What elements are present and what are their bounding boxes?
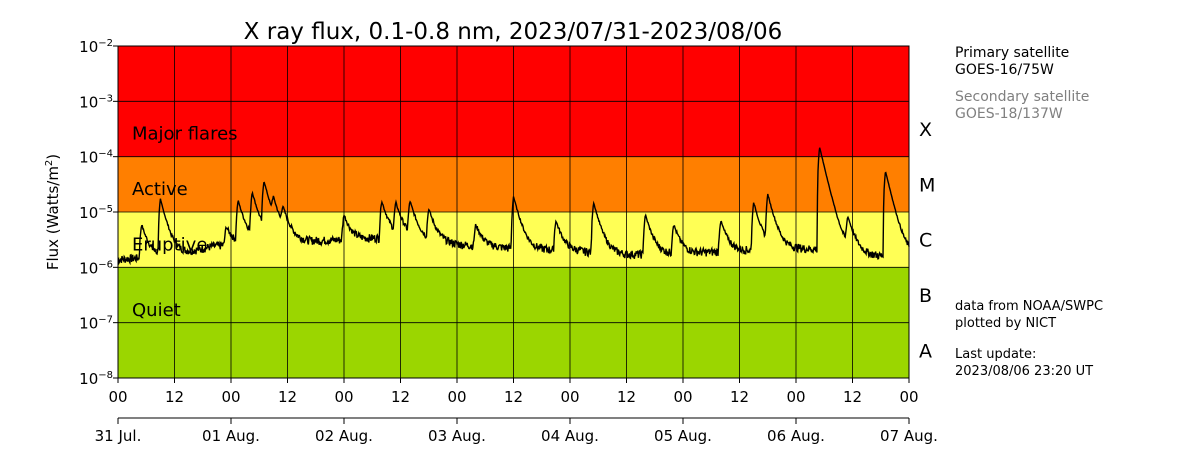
- secondary-satellite-label: Secondary satellite: [955, 89, 1090, 105]
- band-label-major-flares: Major flares: [132, 124, 238, 145]
- day-tick-label: 04 Aug.: [541, 427, 599, 445]
- axes: 10−8 10−7 10−6 10−5 10−4 10−3 10−2 00 12 00 12 00 12…: [79, 38, 938, 445]
- primary-satellite-value: GOES-16/75W: [955, 62, 1054, 78]
- day-tick-label: 03 Aug.: [428, 427, 486, 445]
- hour-tick-label: 00: [899, 388, 918, 406]
- chart-title: X ray flux, 0.1-0.8 nm, 2023/07/31-2023/…: [244, 19, 783, 45]
- plotted-by-line: plotted by NICT: [955, 316, 1057, 331]
- y-tick-label: 10−8: [79, 370, 113, 388]
- secondary-satellite-info: Secondary satellite GOES-18/137W: [955, 89, 1089, 123]
- hour-tick-label: 12: [617, 388, 636, 406]
- data-source-info: data from NOAA/SWPC plotted by NICT: [955, 298, 1103, 332]
- y-tick-label: 10−5: [79, 204, 113, 222]
- hour-tick-label: 00: [447, 388, 466, 406]
- hour-tick-label: 00: [108, 388, 127, 406]
- day-tick-label: 07 Aug.: [880, 427, 938, 445]
- day-tick-label: 05 Aug.: [654, 427, 712, 445]
- band-label-active: Active: [132, 179, 188, 200]
- band-label-quiet: Quiet: [132, 300, 181, 321]
- y-tick-label: 10−3: [79, 93, 113, 111]
- secondary-satellite-value: GOES-18/137W: [955, 106, 1063, 122]
- data-source-line: data from NOAA/SWPC: [955, 299, 1104, 314]
- last-update-info: Last update: 2023/08/06 23:20 UT: [955, 346, 1093, 380]
- hour-tick-label: 12: [165, 388, 184, 406]
- flux-series: [117, 147, 910, 266]
- flare-class-x: X: [919, 119, 932, 141]
- hour-tick-label: 12: [843, 388, 862, 406]
- band-label-eruptive: Eruptive: [132, 234, 207, 255]
- y-tick-label: 10−2: [79, 38, 113, 56]
- hour-tick-label: 00: [786, 388, 805, 406]
- hour-tick-label: 12: [391, 388, 410, 406]
- flux-line-0: [117, 147, 910, 266]
- y-tick-label: 10−4: [79, 149, 113, 167]
- y-tick-label: 10−7: [79, 315, 113, 333]
- primary-satellite-info: Primary satellite GOES-16/75W: [955, 45, 1069, 79]
- flare-class-c: C: [919, 230, 932, 252]
- last-update-value: 2023/08/06 23:20 UT: [955, 364, 1094, 379]
- hour-tick-label: 12: [730, 388, 749, 406]
- hour-tick-label: 00: [334, 388, 353, 406]
- hour-tick-label: 12: [504, 388, 523, 406]
- hour-tick-label: 12: [278, 388, 297, 406]
- day-tick-label: 02 Aug.: [315, 427, 373, 445]
- day-tick-label: 31 Jul.: [95, 427, 142, 445]
- day-tick-label: 06 Aug.: [767, 427, 825, 445]
- activity-band-labels: Major flares Active Eruptive Quiet: [132, 124, 238, 321]
- flare-class-b: B: [919, 285, 932, 307]
- flare-class-m: M: [919, 174, 935, 196]
- hour-tick-label: 00: [221, 388, 240, 406]
- day-tick-label: 01 Aug.: [202, 427, 260, 445]
- flare-class-a: A: [919, 340, 932, 362]
- y-tick-label: 10−6: [79, 259, 113, 277]
- hour-tick-label: 00: [560, 388, 579, 406]
- hour-tick-label: 00: [673, 388, 692, 406]
- grid-lines: [118, 46, 909, 378]
- primary-satellite-label: Primary satellite: [955, 45, 1070, 61]
- y-axis-label: Flux (Watts/m2): [44, 154, 62, 270]
- last-update-label: Last update:: [955, 347, 1037, 362]
